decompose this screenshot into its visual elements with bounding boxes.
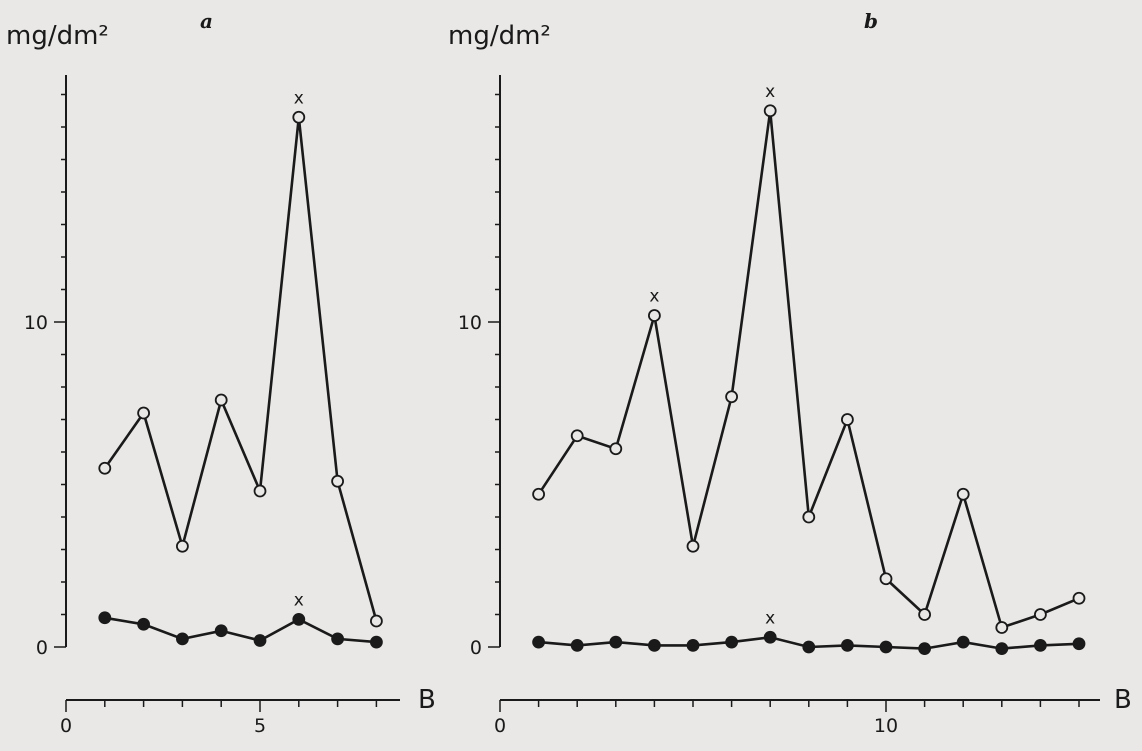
panel-b-series-open-point bbox=[570, 429, 584, 443]
panel-b-annotation-marker: x bbox=[765, 608, 775, 628]
panel-b-series-filled-point bbox=[1034, 638, 1047, 652]
panel-b: mg/dm² b B 0 10 0 10 x x x bbox=[448, 9, 1132, 737]
panel-a-series-open-point bbox=[175, 539, 189, 553]
panel-a-series-filled-point bbox=[331, 632, 345, 646]
panel-a-x-tick-label: 5 bbox=[254, 715, 266, 737]
panel-b-y-tick-label: 10 bbox=[458, 312, 482, 334]
panel-a-series-filled-point bbox=[369, 635, 383, 649]
panel-a-series-filled-line bbox=[104, 616, 377, 644]
panel-b-series-open-point bbox=[763, 104, 777, 118]
panel-a-series-open-point bbox=[137, 406, 151, 420]
panel-a-title: a bbox=[200, 9, 213, 33]
panel-b-series-open-point bbox=[802, 510, 816, 524]
panel-b-series-filled-point bbox=[879, 640, 893, 654]
panel-b-series-open-line bbox=[537, 110, 1080, 630]
panel-b-series-filled-point bbox=[725, 635, 738, 649]
panel-b-series-open-point bbox=[686, 539, 700, 553]
panel-b-series-filled-point bbox=[1072, 637, 1086, 651]
panel-a-annotation-marker: x bbox=[294, 590, 304, 610]
panel-a-series-open-point bbox=[292, 110, 306, 124]
panel-a-series-open-line bbox=[103, 117, 378, 622]
panel-b-series-filled-point bbox=[763, 630, 777, 644]
panel-a-series-filled-point bbox=[98, 611, 112, 625]
panel-a-series-open-point bbox=[253, 484, 267, 498]
panel-b-series-open-point bbox=[609, 442, 623, 456]
panel-b-x-tick-label: 0 bbox=[494, 715, 506, 737]
panel-b-series-open-point bbox=[918, 608, 931, 621]
panel-b-series-open-point bbox=[725, 390, 738, 404]
panel-a-series-filled-point bbox=[175, 632, 189, 646]
panel-a-series-filled-point bbox=[253, 634, 267, 647]
panel-b-series-open-point bbox=[1034, 608, 1047, 621]
panel-b-annotation-marker: x bbox=[649, 287, 659, 307]
panel-a-series-open-point bbox=[98, 461, 112, 475]
panel-b-series-open-point bbox=[956, 487, 970, 501]
panel-b-series-open-point bbox=[995, 621, 1009, 634]
panel-b-series-filled-point bbox=[570, 638, 584, 652]
panel-a-series-filled-point bbox=[214, 624, 228, 638]
panel-b-series-filled-point bbox=[841, 638, 854, 652]
panel-a-x-tick-label: 0 bbox=[60, 715, 72, 737]
panel-b-series-open-point bbox=[532, 487, 545, 501]
panel-a-series-open-point bbox=[331, 474, 345, 488]
panel-b-series-filled-point bbox=[532, 635, 545, 649]
panel-b-series-filled-point bbox=[918, 642, 931, 656]
panel-a-series-filled-point bbox=[292, 612, 306, 626]
panel-a-y-tick-label: 0 bbox=[36, 637, 48, 659]
panel-b-annotation-marker: x bbox=[765, 82, 775, 102]
panel-b-xlabel: B bbox=[1114, 685, 1132, 715]
panel-a-series-open-point bbox=[214, 393, 228, 407]
panel-b-series-open-point bbox=[648, 309, 661, 322]
panel-a-annotation-marker: x bbox=[294, 88, 304, 108]
panel-a-y-tick-label: 10 bbox=[24, 312, 48, 334]
panel-a-series-filled-point bbox=[137, 617, 151, 631]
panel-b-series-filled-point bbox=[686, 638, 700, 652]
panel-b-series-filled-point bbox=[648, 638, 661, 652]
panel-b-y-tick-label: 0 bbox=[470, 637, 482, 659]
panel-b-series-filled-point bbox=[609, 635, 623, 649]
panel-b-series-filled-point bbox=[956, 635, 970, 649]
panel-a-ylabel: mg/dm² bbox=[6, 21, 109, 51]
panel-a: mg/dm² a B 0 10 0 5 x x bbox=[6, 9, 436, 737]
panel-b-series-filled-point bbox=[995, 642, 1009, 656]
panel-a-xlabel: B bbox=[418, 685, 436, 715]
panel-a-series-open-point bbox=[369, 614, 383, 628]
panel-b-series-open-point bbox=[879, 572, 893, 586]
panel-b-series-filled-point bbox=[802, 640, 816, 654]
panel-b-title: b bbox=[864, 9, 878, 33]
panel-b-x-tick-label: 10 bbox=[874, 715, 898, 737]
panel-b-series-open-point bbox=[841, 413, 854, 426]
panel-b-ylabel: mg/dm² bbox=[448, 21, 551, 51]
panel-b-series-open-point bbox=[1072, 591, 1086, 605]
